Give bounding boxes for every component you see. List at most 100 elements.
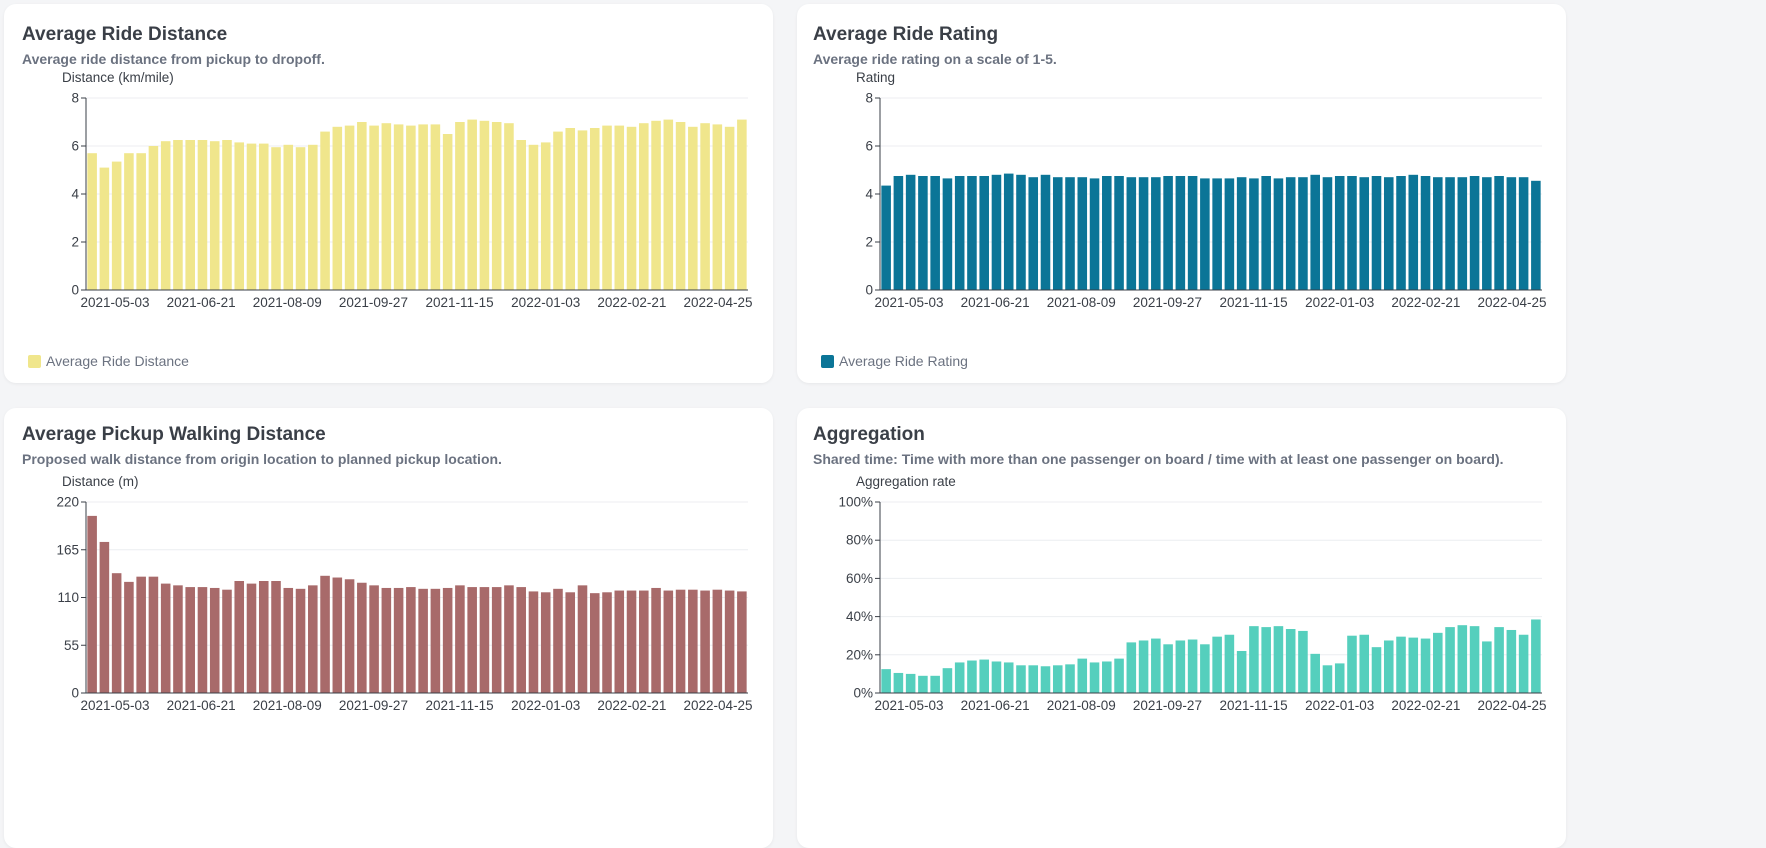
bar [589,128,600,290]
bar [160,583,171,693]
bar [1273,626,1284,693]
bar [675,589,686,693]
y-tick-label: 0 [71,686,79,701]
y-axis-title: Distance (m) [62,474,139,489]
y-tick-label: 0 [865,283,873,298]
bar [1457,625,1468,693]
y-tick-label: 4 [71,187,79,202]
bar [626,590,637,693]
bar [1396,636,1406,693]
y-tick-label: 40% [846,609,873,624]
bar [258,143,269,290]
bar [197,587,208,693]
bar [602,125,612,290]
bar [504,585,514,693]
x-tick-label: 2021-09-27 [1133,295,1202,310]
bar [234,142,245,290]
bar [1396,176,1406,290]
bar [663,590,674,693]
x-tick-label: 2022-02-21 [597,698,666,713]
bar [99,167,110,290]
bar [1261,176,1271,290]
bar [1469,176,1480,290]
legend-swatch [821,354,834,368]
x-tick-label: 2021-08-09 [1047,698,1116,713]
bar [688,126,698,290]
bar [540,592,551,693]
bar [1433,632,1443,693]
bar [1285,629,1296,693]
bar [455,585,465,693]
y-tick-label: 0 [71,283,79,298]
bar [467,119,477,290]
bar [1285,177,1296,290]
bar [1028,177,1039,290]
card-title: Aggregation [813,424,925,445]
bar [954,662,965,693]
y-axis-title: Aggregation rate [856,474,956,489]
bar [1310,653,1320,693]
bar [357,122,367,290]
x-tick-label: 2022-01-03 [1305,295,1374,310]
bar [712,124,723,291]
bar [209,587,220,693]
bar-chart: Distance (m) 0 55 110 165 220 2021-05-03 2021-0… [56,474,752,713]
bar [1494,627,1504,693]
bar [1016,174,1026,290]
y-tick-label: 6 [865,139,873,154]
bar [406,125,416,290]
bar [1138,640,1149,693]
bar [639,123,649,290]
chart-card-ride-distance: Average Ride Distance Average ride dista… [4,4,773,383]
x-tick-label: 2022-01-03 [511,295,580,310]
legend-label: Average Ride Distance [46,353,189,369]
bar [954,176,965,290]
bar [1175,640,1186,693]
y-tick-label: 55 [64,638,79,653]
bar [308,585,318,693]
x-tick-label: 2021-05-03 [874,295,943,310]
bar [967,660,977,693]
bar [1420,176,1431,290]
bar [1114,176,1124,290]
bar [1408,637,1419,693]
x-tick-label: 2021-06-21 [961,698,1030,713]
bar [1531,619,1541,693]
card-title: Average Pickup Walking Distance [22,424,326,445]
bar [577,130,588,290]
x-tick-label: 2022-02-21 [1391,295,1460,310]
x-tick-label: 2022-04-25 [1477,698,1546,713]
x-tick-label: 2022-01-03 [1305,698,1374,713]
bar [504,123,514,290]
bar [1359,634,1370,693]
bar [614,125,625,290]
bar [124,153,134,290]
bar [1126,177,1137,290]
bar [197,140,208,290]
bar [1469,626,1480,693]
bar [1065,664,1075,693]
bar [246,583,257,693]
bar [246,143,257,290]
bar [99,541,110,693]
bar [1224,178,1235,290]
y-tick-label: 4 [865,187,873,202]
chart-card-walking-distance: Average Pickup Walking Distance Proposed… [4,408,773,848]
bar [700,123,710,290]
x-tick-label: 2021-09-27 [1133,698,1202,713]
bar [357,582,367,693]
bar [1052,177,1063,290]
bar [1089,662,1100,693]
bar [1138,177,1149,290]
chart-legend[interactable]: Average Ride Rating [821,353,968,369]
x-tick-label: 2021-06-21 [167,295,236,310]
bar [675,122,686,290]
chart-legend[interactable]: Average Ride Distance [28,353,189,369]
bar [1003,662,1014,693]
y-tick-label: 2 [71,235,79,250]
bar [881,669,891,693]
bar [1347,176,1357,290]
bar [1040,666,1051,693]
bar [1163,176,1173,290]
y-tick-label: 165 [56,542,79,557]
